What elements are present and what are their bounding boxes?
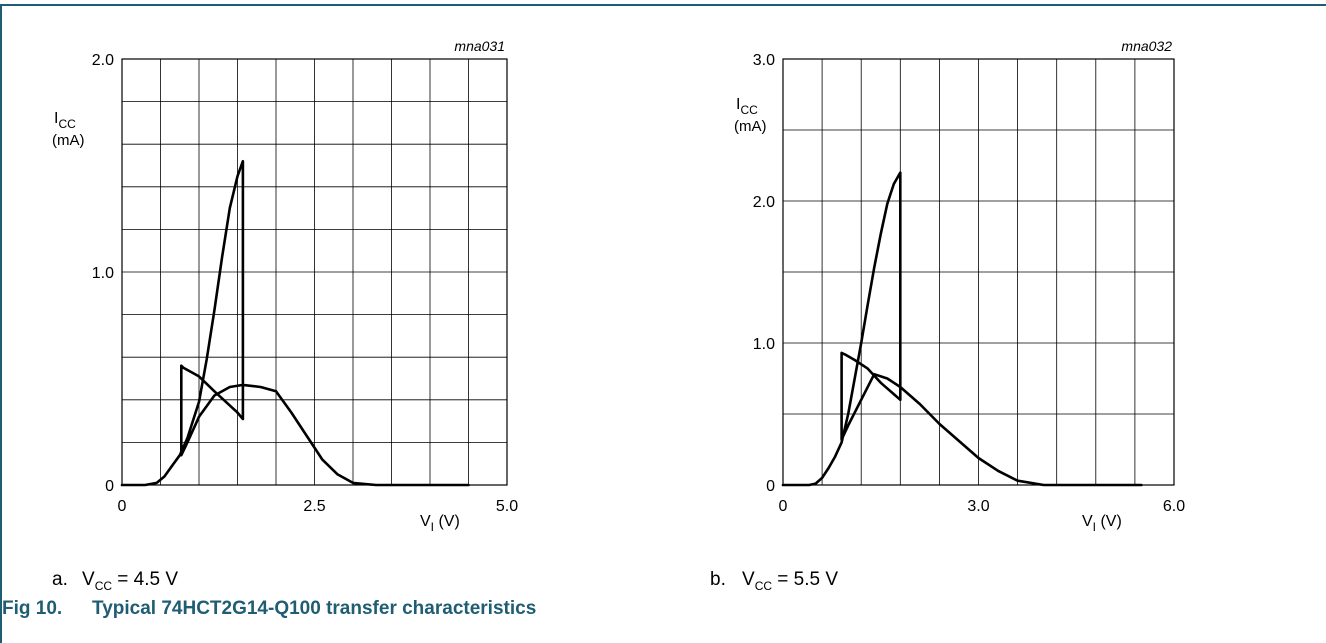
y-axis-label-sub: CC [740, 103, 758, 117]
subcaption-condition: VCC = 5.5 V [742, 569, 838, 593]
x-axis-label-sub: I [1093, 520, 1096, 534]
plot-frame [121, 58, 508, 486]
y-tick-label: 0 [105, 478, 114, 495]
y-axis-label: ICC [736, 96, 758, 117]
x-axis-label: VI (V) [1082, 513, 1122, 534]
x-axis-label-tail: (V) [1096, 513, 1122, 530]
chart-2: 0 1.0 2.0 3.0 0 3.0 6.0 mna032 (mA) b. [710, 38, 1185, 590]
y-axis-unit: (mA) [734, 118, 767, 135]
x-tick-label: 0 [118, 498, 127, 515]
y-tick-label: 1.0 [753, 336, 775, 353]
subcaption-condition-main: V [82, 569, 95, 590]
x-axis-label-main: V [1082, 513, 1093, 530]
y-tick-label: 2.0 [753, 194, 775, 211]
y-tick-label: 1.0 [92, 265, 114, 282]
chart-id-label: mna032 [1121, 38, 1172, 54]
frame-left-rule [0, 4, 2, 643]
y-axis-unit: (mA) [52, 132, 85, 149]
figure-caption: Fig 10. Typical 74HCT2G14-Q100 transfer c… [2, 598, 536, 620]
y-tick-label: 3.0 [753, 52, 775, 69]
series-line [781, 171, 1143, 487]
plot-frame [782, 58, 1175, 486]
x-axis-label-main: V [420, 513, 431, 530]
y-axis-label-main: I [54, 110, 58, 127]
subcaption-prefix: b. [710, 569, 726, 590]
x-axis-label: VI (V) [420, 513, 460, 534]
y-axis-label-main: I [736, 96, 740, 113]
y-tick-label: 2.0 [92, 52, 114, 69]
frame-top-rule [0, 4, 1326, 6]
subcaption-condition-sub: CC [755, 579, 773, 593]
y-axis-label: ICC [54, 110, 76, 131]
x-axis-label-tail: (V) [434, 513, 460, 530]
x-tick-label: 5.0 [496, 498, 518, 515]
figure-number: Fig 10. [2, 598, 63, 619]
subcaption-condition-tail: = 4.5 V [112, 569, 178, 590]
x-tick-label: 2.5 [303, 498, 325, 515]
y-tick-label: 0 [766, 478, 775, 495]
chart-1: 0 1.0 2.0 0 2.5 5.0 mna031 (mA) a. [52, 38, 518, 590]
y-axis-label-sub: CC [58, 117, 76, 131]
grid-lines [782, 58, 1175, 486]
figure-title: Typical 74HCT2G14-Q100 transfer characte… [92, 598, 537, 619]
subcaption-prefix: a. [52, 569, 68, 590]
x-tick-label: 6.0 [1163, 498, 1185, 515]
x-tick-label: 3.0 [967, 498, 989, 515]
grid-lines [121, 58, 508, 486]
subcaption-condition-tail: = 5.5 V [772, 569, 838, 590]
series-line [120, 159, 470, 487]
x-axis-label-sub: I [431, 520, 434, 534]
x-tick-label: 0 [779, 498, 788, 515]
chart-id-label: mna031 [454, 38, 505, 54]
subcaption-condition: VCC = 4.5 V [82, 569, 178, 593]
subcaption-condition-sub: CC [95, 579, 113, 593]
subcaption-condition-main: V [742, 569, 755, 590]
